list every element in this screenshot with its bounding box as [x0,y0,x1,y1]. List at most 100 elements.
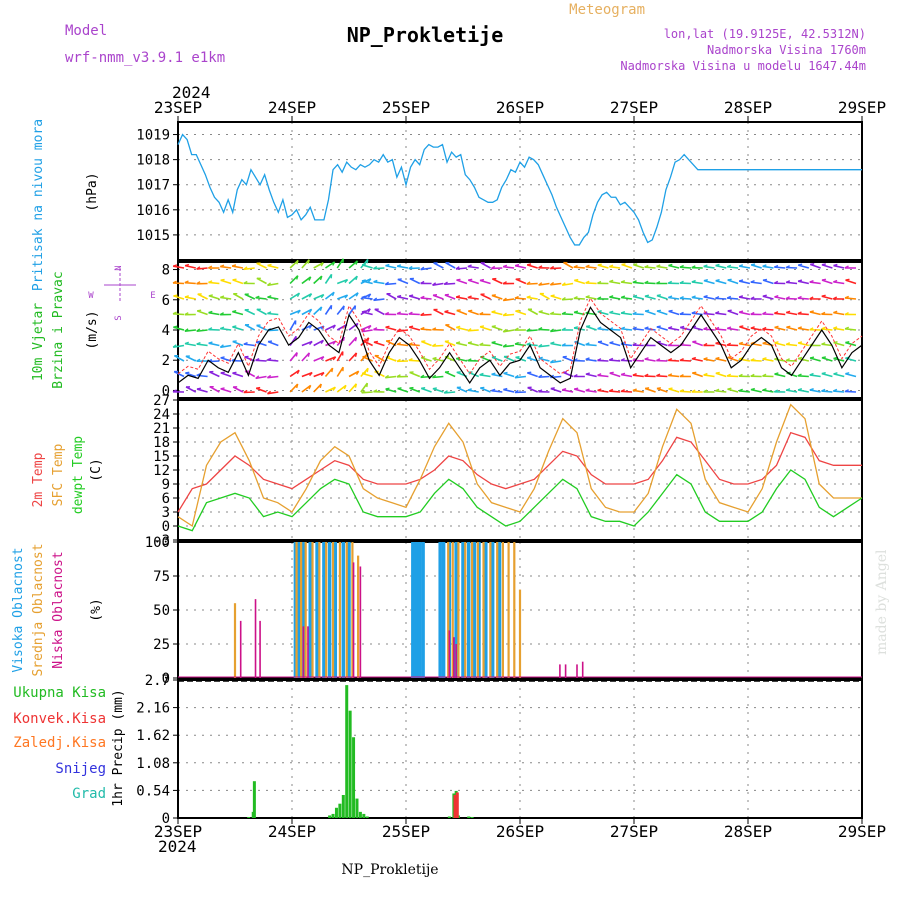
wind-arrow-head [492,326,496,327]
wind-arrow [822,265,833,268]
cloud-ylabel-text: Srednja Oblacnost [31,543,46,676]
cloud-bar-1 [496,542,498,678]
wind-arrow [257,325,267,330]
x-label-bottom: 26SEP [496,822,544,841]
wind-arrow [727,267,738,268]
wind-arrow [609,312,620,314]
wind-arrow [480,375,491,377]
wind-arrow [314,384,322,392]
wind-arrow [716,266,727,268]
wind-arrow-head [539,311,543,312]
wind-arrow [290,353,297,361]
precip-bar-0 [328,815,331,818]
wind-arrow [739,281,750,283]
precip-bar-0 [355,799,358,818]
wind-ytick-label: 8 [162,263,170,279]
wind-arrow-head [763,279,767,280]
wind-arrow [185,297,196,299]
wind-arrow [798,281,809,283]
clouds-ytick-label: 75 [153,569,170,585]
wind-arrow [597,360,608,361]
wind-arrow-head [775,373,779,374]
wind-arrow-head [492,373,496,374]
wind-arrow [528,388,538,392]
wind-arrow-head [197,388,201,389]
x-label-top: 24SEP [268,98,316,117]
x-label-top: 29SEP [838,98,886,117]
wind-arrow-head [173,326,177,327]
wind-arrow-head [598,341,602,342]
wind-arrow [728,280,738,284]
wind-arrow [539,312,550,315]
wind-arrow [257,309,267,314]
wind-arrow [645,388,655,392]
precip-bar-0 [345,685,348,818]
wind-ytick-label: 2 [162,353,170,369]
wind-ylabel-1-text: 10m Vjetar [31,303,46,381]
x-label-top: 28SEP [724,98,772,117]
wind-arrow-head [728,279,732,280]
wind-arrow-head [409,295,413,296]
wind-arrow-head [763,342,767,343]
precip-unit: 1hr Precip (mm) [111,689,126,806]
wind-arrow [209,313,220,315]
wind-arrow [728,311,738,315]
wind-arrow [445,312,456,315]
precip-frame [178,680,862,818]
pressure-unit-text: (hPa) [85,172,100,211]
temperature-ytick-label: 27 [153,393,170,409]
wind-arrow [503,390,514,392]
wind-arrow [668,360,679,361]
wind-arrow-head [822,264,826,265]
wind-arrow [349,337,356,345]
clouds-ytick-label: 100 [145,535,170,551]
wind-arrow-head [822,357,826,358]
wind-arrow [527,345,538,346]
precip-bar-0 [335,808,338,818]
watermark: made by Angel [874,549,890,655]
wind-arrow-head [515,310,519,311]
wind-arrow [337,351,343,361]
precip-ytick-label: 1.62 [136,728,170,744]
precip-bar-0 [467,816,470,818]
wind-arrow [846,280,856,283]
wind-arrow [220,329,231,330]
pressure-ytick-label: 1019 [136,128,170,144]
wind-arrow [387,294,397,299]
wind-arrow [704,329,715,330]
wind-arrow [833,313,844,315]
wind-arrow [763,296,774,299]
wind-arrow [527,297,538,299]
wind-arrow [468,298,479,299]
wind-arrow [197,375,208,376]
wind-arrow [232,266,243,268]
cloud-bar-0 [411,542,415,678]
wind-arrow-head [551,388,555,389]
temperature-frame [178,400,862,540]
temperature-ytick-label: 0 [162,519,170,535]
x-label-bottom: 23SEP [154,822,202,841]
wind-arrow [563,357,573,361]
wind-arrow [822,280,832,283]
wind-arrow [409,296,420,299]
wind-arrow [586,345,597,346]
precip-panel: 00.541.081.622.162.7 [136,673,862,827]
cloud-bar-1 [346,542,348,678]
wind-arrow [468,390,479,392]
x-label-top: 27SEP [610,98,658,117]
wind-arrow [267,297,278,299]
wind-arrow [668,266,679,268]
wind-arrow [185,344,196,346]
wind-arrow [715,298,726,299]
wind-arrow-head [232,311,236,312]
cloud-bar-2 [307,626,309,678]
wind-arrow [763,359,774,361]
wind-arrow [574,328,585,330]
wind-arrow [233,280,243,284]
wind-gust-line [178,298,862,374]
wind-arrow-head [622,264,626,265]
wind-arrow [410,279,420,284]
wind-arrow [704,375,715,377]
wind-arrow [232,373,242,376]
wind-arrow [834,374,845,377]
